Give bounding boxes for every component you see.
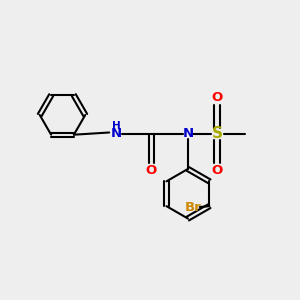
Text: H: H xyxy=(112,121,121,131)
Text: O: O xyxy=(212,164,223,177)
Text: O: O xyxy=(146,164,157,177)
Text: S: S xyxy=(212,127,223,142)
Text: N: N xyxy=(182,128,194,140)
Text: O: O xyxy=(212,91,223,104)
Text: N: N xyxy=(111,128,122,140)
Text: Br: Br xyxy=(185,201,202,214)
